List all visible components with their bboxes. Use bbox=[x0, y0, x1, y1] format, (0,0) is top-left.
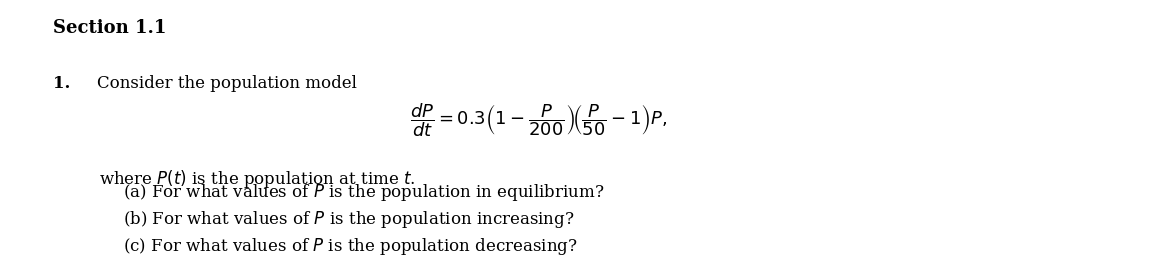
Text: (b) For what values of $P$ is the population increasing?: (b) For what values of $P$ is the popula… bbox=[123, 209, 574, 230]
Text: 1.: 1. bbox=[53, 75, 70, 92]
Text: (c) For what values of $P$ is the population decreasing?: (c) For what values of $P$ is the popula… bbox=[123, 236, 578, 257]
Text: $\dfrac{dP}{dt} = 0.3\left(1 - \dfrac{P}{200}\right)\!\left(\dfrac{P}{50} - 1\ri: $\dfrac{dP}{dt} = 0.3\left(1 - \dfrac{P}… bbox=[410, 101, 667, 139]
Text: where $P(t)$ is the population at time $t$.: where $P(t)$ is the population at time $… bbox=[99, 168, 417, 190]
Text: (a) For what values of $P$ is the population in equilibrium?: (a) For what values of $P$ is the popula… bbox=[123, 182, 604, 203]
Text: Section 1.1: Section 1.1 bbox=[53, 19, 166, 37]
Text: Consider the population model: Consider the population model bbox=[97, 75, 357, 92]
